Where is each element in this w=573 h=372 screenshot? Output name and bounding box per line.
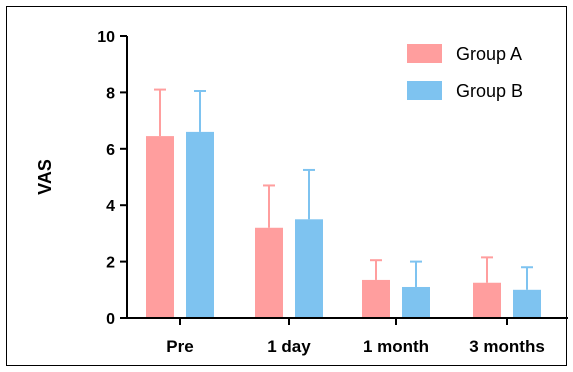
y-tick-label: 2 (106, 255, 115, 272)
y-tick-label: 0 (106, 311, 115, 328)
y-tick-label: 4 (106, 198, 115, 215)
legend-swatch (407, 81, 442, 100)
legend-label: Group B (456, 81, 523, 101)
axes-layer (120, 35, 568, 325)
legend-swatch (407, 44, 442, 63)
bar-group-a (146, 136, 174, 318)
bars-layer (146, 88, 541, 318)
legend: Group A Group B (407, 44, 523, 101)
y-tick-label: 10 (97, 29, 115, 46)
x-tick-label: 3 months (469, 337, 545, 356)
x-tick-label: 1 month (363, 337, 429, 356)
y-tick-label: 8 (106, 85, 115, 102)
bar-group-a (362, 279, 390, 318)
bar-group-b (402, 286, 430, 318)
bar-group-b (295, 219, 323, 318)
bar-group-a (473, 282, 501, 318)
x-tick-label: 1 day (267, 337, 311, 356)
x-tick-label: Pre (166, 337, 193, 356)
bar-group-a (255, 227, 283, 318)
y-axis-title: VAS (35, 159, 55, 195)
labels-layer: 0 2 4 6 8 10 Pre 1 day 1 month 3 months VAS (35, 29, 545, 356)
bar-group-b (513, 289, 541, 318)
bar-group-b (186, 131, 214, 318)
y-tick-label: 6 (106, 142, 115, 159)
legend-label: Group A (456, 44, 522, 64)
